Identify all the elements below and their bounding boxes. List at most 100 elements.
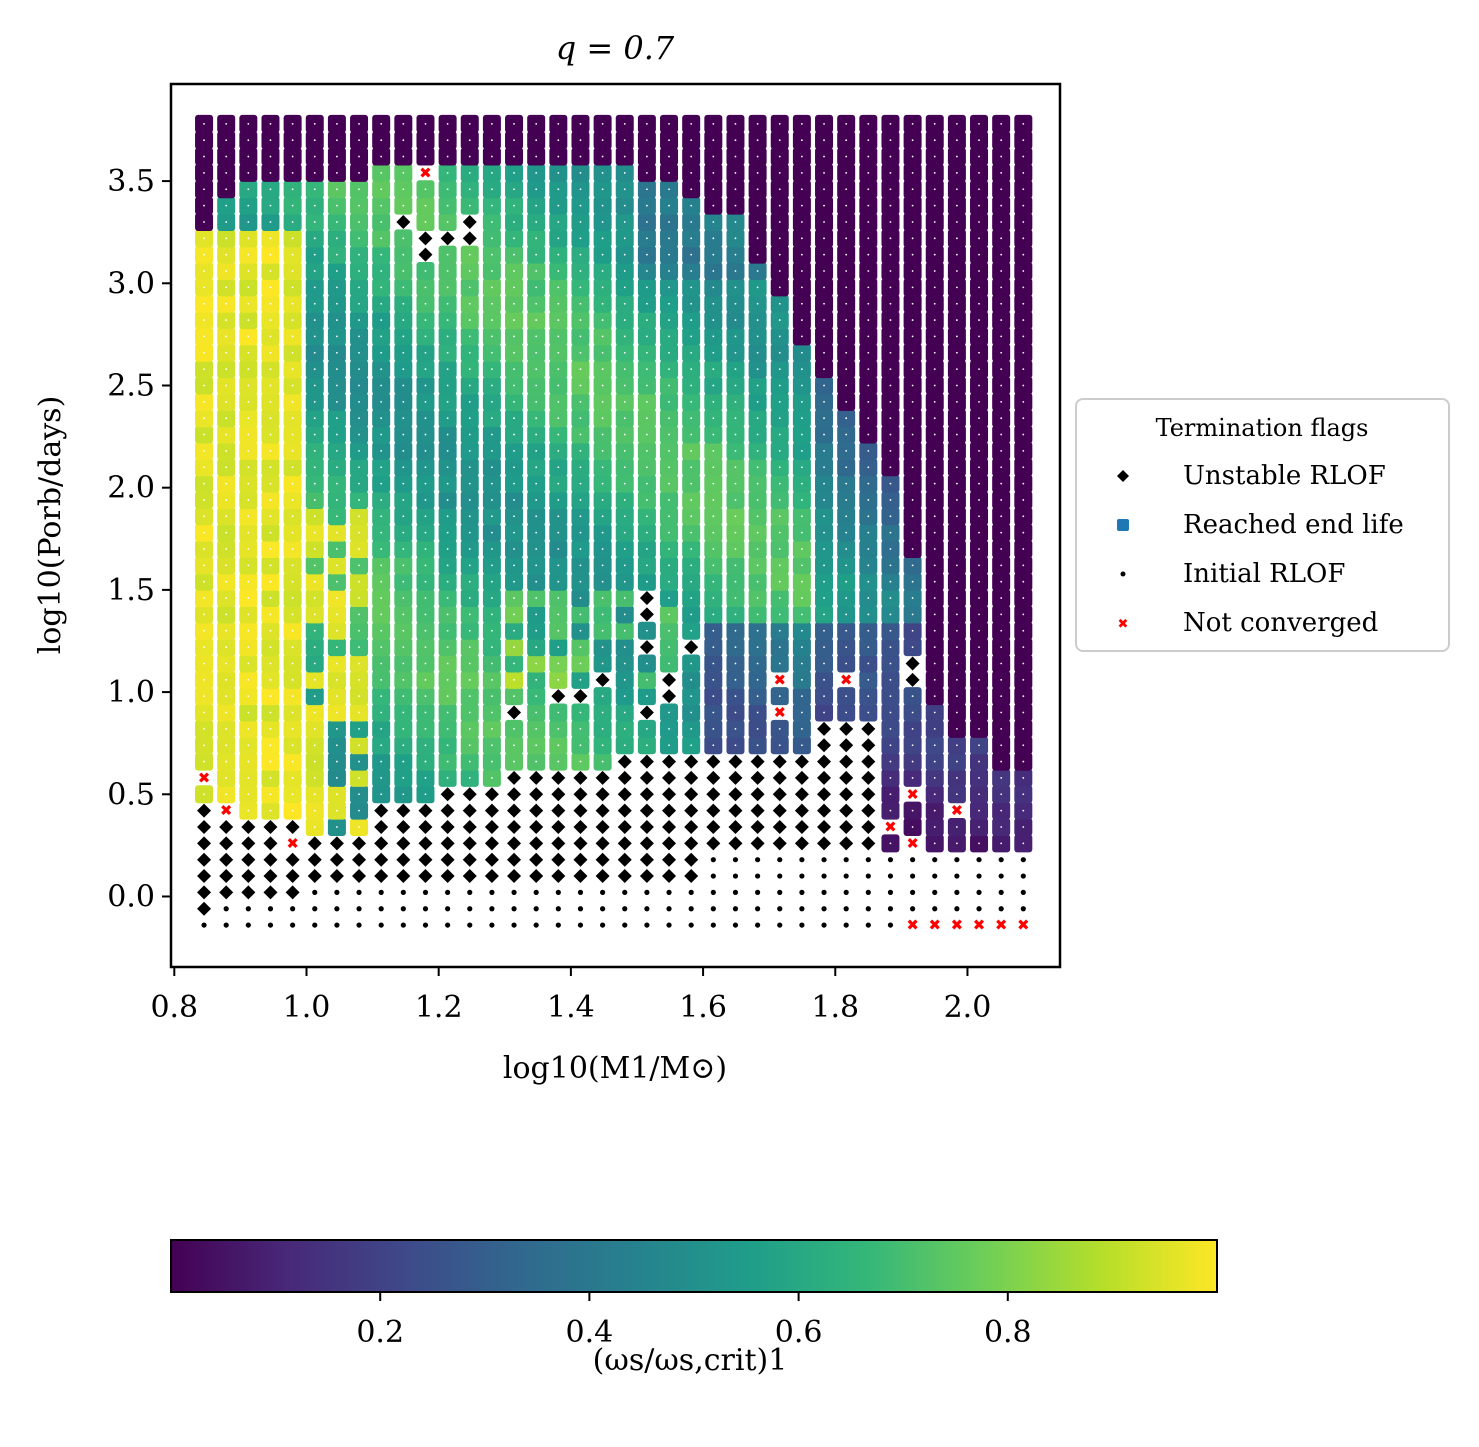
grid-dot: [424, 564, 427, 567]
grid-dot: [313, 482, 316, 485]
point-initial-rlof: [865, 889, 871, 895]
grid-dot: [712, 351, 715, 354]
grid-dot: [645, 580, 648, 583]
grid-dot: [1000, 302, 1003, 305]
grid-dot: [535, 466, 538, 469]
grid-dot: [336, 760, 338, 763]
grid-dot: [1000, 482, 1003, 485]
point-initial-rlof: [954, 857, 960, 863]
point-initial-rlof: [755, 906, 761, 912]
grid-dot: [579, 662, 582, 665]
grid-dot: [203, 368, 205, 371]
point-initial-rlof: [356, 889, 362, 895]
point-initial-rlof: [710, 922, 716, 928]
grid-dot: [1000, 809, 1003, 812]
grid-dot: [712, 678, 715, 681]
point-unstable-rlof: [817, 721, 832, 736]
point-initial-rlof: [555, 922, 561, 928]
grid-dot: [756, 711, 759, 714]
grid-dot: [978, 727, 980, 730]
grid-dot: [867, 270, 870, 272]
grid-dot: [645, 515, 648, 518]
grid-dot: [247, 564, 250, 567]
grid-dot: [203, 646, 205, 649]
grid-dot: [446, 711, 449, 714]
point-initial-rlof: [732, 857, 739, 863]
grid-dot: [712, 237, 715, 240]
grid-dot: [203, 351, 205, 354]
grid-dot: [734, 351, 737, 354]
grid-dot: [291, 253, 294, 256]
grid-dot: [1022, 727, 1025, 730]
grid-dot: [291, 727, 294, 730]
grid-dot: [690, 302, 693, 305]
grid-dot: [291, 678, 294, 681]
grid-dot: [513, 531, 515, 534]
grid-dot: [313, 564, 316, 567]
grid-dot: [601, 188, 604, 191]
grid-dot: [291, 351, 294, 354]
grid-dot: [955, 793, 958, 796]
grid-dot: [955, 449, 958, 452]
point-unstable-rlof: [573, 689, 588, 704]
grid-dot: [203, 449, 205, 452]
point-initial-rlof: [865, 857, 871, 863]
point-initial-rlof: [755, 857, 761, 863]
grid-dot: [645, 253, 648, 256]
point-initial-rlof: [467, 889, 473, 895]
grid-dot: [468, 711, 471, 714]
x-tick-label: 2.0: [944, 990, 992, 1025]
point-unstable-rlof: [794, 754, 809, 769]
grid-dot: [313, 188, 316, 191]
grid-dot: [734, 204, 737, 207]
point-not-converged: ✖: [220, 802, 233, 820]
grid-dot: [402, 172, 405, 174]
point-initial-rlof: [511, 889, 517, 895]
point-initial-rlof: [821, 922, 827, 928]
point-initial-rlof: [865, 873, 871, 879]
grid-dot: [269, 580, 272, 583]
grid-dot: [579, 515, 582, 518]
grid-dot: [823, 548, 825, 550]
grid-dot: [513, 597, 515, 599]
grid-dot: [380, 515, 383, 518]
grid-dot: [446, 482, 449, 485]
grid-dot: [1022, 809, 1025, 812]
point-unstable-rlof: [197, 869, 212, 884]
grid-dot: [601, 449, 604, 452]
point-initial-rlof: [755, 889, 761, 895]
grid-dot: [313, 335, 316, 338]
grid-dot: [468, 597, 471, 599]
grid-dot: [225, 433, 228, 436]
grid-dot: [490, 139, 493, 142]
grid-dot: [513, 466, 515, 469]
grid-dot: [313, 809, 316, 812]
grid-dot: [933, 286, 936, 289]
grid-dot: [247, 727, 250, 730]
grid-dot: [535, 253, 538, 256]
grid-dot: [845, 319, 848, 321]
point-initial-rlof: [267, 922, 274, 928]
point-unstable-rlof: [750, 770, 765, 785]
point-initial-rlof: [843, 906, 849, 912]
grid-dot: [778, 564, 781, 567]
grid-dot: [800, 646, 803, 649]
grid-dot: [424, 286, 427, 289]
grid-dot: [336, 744, 338, 747]
grid-dot: [203, 515, 205, 518]
grid-dot: [800, 531, 803, 534]
grid-dot: [800, 155, 803, 158]
grid-dot: [557, 727, 560, 730]
grid-dot: [911, 744, 914, 747]
point-unstable-rlof: [728, 770, 743, 785]
grid-dot: [579, 335, 582, 338]
grid-dot: [955, 760, 958, 763]
grid-dot: [535, 449, 538, 452]
point-initial-rlof: [378, 889, 384, 895]
grid-dot: [402, 368, 405, 371]
grid-dot: [336, 368, 338, 371]
point-unstable-rlof: [440, 231, 455, 246]
point-unstable-rlof: [573, 819, 588, 834]
grid-dot: [889, 433, 892, 436]
grid-dot: [513, 417, 515, 420]
